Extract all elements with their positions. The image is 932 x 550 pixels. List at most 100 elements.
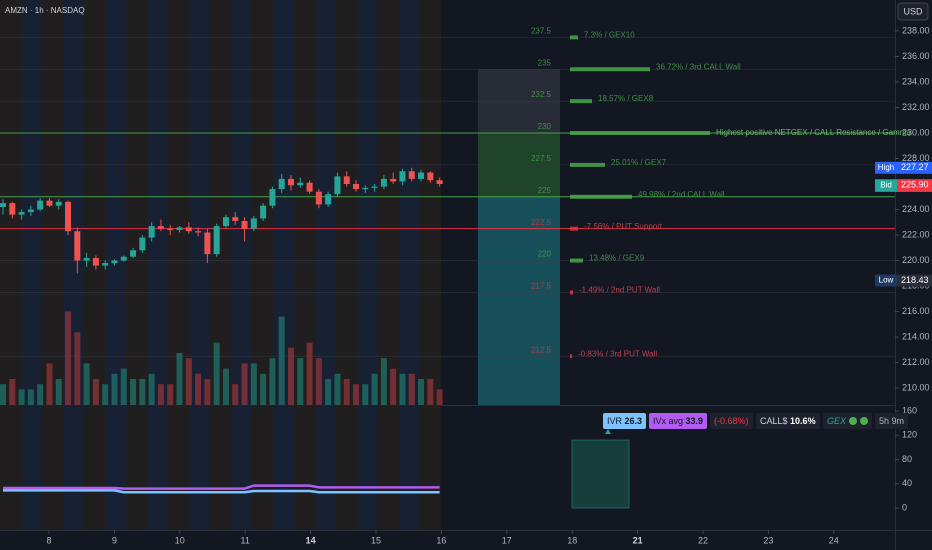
volume-bar: [222, 368, 229, 405]
candle-body: [55, 201, 62, 206]
session-stripe: [189, 0, 210, 530]
candle-body: [371, 186, 378, 188]
session-stripe: [168, 0, 189, 530]
stat-badge: GEX: [823, 413, 873, 429]
volume-bar: [380, 358, 387, 405]
volume-bar: [148, 373, 155, 405]
candle-body: [74, 231, 81, 261]
stat-badge: (-0.68%): [710, 413, 753, 429]
gex-bar: [570, 226, 578, 231]
candle-body: [390, 178, 397, 182]
volume-bar: [167, 384, 174, 405]
session-stripe: [63, 0, 84, 530]
volume-bar: [185, 358, 192, 405]
x-tick-label: 16: [436, 535, 446, 545]
y-tick-label: 230.00: [902, 127, 930, 137]
badge-name: High: [878, 163, 894, 172]
candle-body: [176, 227, 183, 230]
session-stripe: [0, 0, 21, 530]
volume-bar: [111, 373, 118, 405]
gex-zone: [478, 196, 560, 405]
candle-body: [325, 194, 332, 205]
volume-bar: [139, 379, 146, 405]
volume-bar: [399, 373, 406, 405]
gex-level-price: 235: [538, 58, 552, 67]
candle-body: [436, 180, 443, 185]
currency[interactable]: USD: [903, 6, 923, 16]
volume-bar: [250, 363, 257, 405]
candle-body: [111, 260, 118, 264]
y-tick-label: 216.00: [902, 306, 930, 316]
stat-label: GEX: [827, 416, 847, 426]
candle-body: [148, 226, 155, 238]
session-stripe: [420, 0, 441, 530]
gex-level-price: 237.5: [531, 26, 552, 35]
session-stripe: [42, 0, 63, 530]
volume-bar: [74, 332, 81, 405]
candle-body: [278, 178, 285, 190]
gex-level-price: 232.5: [531, 90, 552, 99]
x-tick-label: 9: [112, 535, 117, 545]
candle-body: [399, 171, 406, 182]
y-tick-label: 210.00: [902, 382, 930, 392]
price-badge: [897, 161, 932, 174]
gex-label: 13.48% / GEX9: [589, 254, 645, 263]
candle-body: [362, 187, 369, 190]
candle-body: [315, 191, 322, 205]
candle-body: [167, 228, 174, 230]
volume-bar: [176, 353, 183, 405]
gex-bar: [570, 67, 650, 72]
volume-bar: [334, 373, 341, 405]
x-tick-label: 17: [502, 535, 512, 545]
candle-body: [130, 250, 137, 257]
candle-body: [306, 182, 313, 192]
currency-button[interactable]: [897, 2, 929, 21]
volume-bar: [55, 379, 62, 405]
y-tick-label: 228.00: [902, 153, 930, 163]
gex-label: 18.57% / GEX8: [598, 94, 654, 103]
volume-bar: [390, 368, 397, 405]
x-tick-label: 14: [306, 535, 316, 545]
volume-bar: [287, 347, 294, 405]
candle-body: [418, 172, 425, 179]
x-tick-label: 11: [241, 535, 250, 545]
session-stripe: [294, 0, 315, 530]
candle-body: [408, 171, 415, 179]
stat-label: CALL$: [760, 416, 788, 426]
session-stripe: [126, 0, 147, 530]
volume-bar: [436, 389, 443, 405]
volume-bar: [157, 384, 164, 405]
session-stripe: [231, 0, 252, 530]
candle-body: [92, 257, 99, 266]
candle-body: [232, 217, 239, 221]
candle-body: [18, 212, 25, 215]
volume-bar: [325, 379, 332, 405]
stat-label: IVR: [607, 416, 623, 426]
volume-bar: [92, 379, 99, 405]
gex-label: 25.01% / GEX7: [611, 158, 667, 167]
candle-body: [427, 172, 434, 181]
candle-body: [260, 205, 267, 219]
y-tick-label: 224.00: [902, 204, 930, 214]
volume-bar: [408, 373, 415, 405]
y-tick-label: 214.00: [902, 331, 930, 341]
price-badge: [897, 274, 932, 287]
stat-badge: IVR 26.3: [603, 413, 647, 429]
candle-body: [83, 257, 90, 261]
stat-badge: 5h 9m: [875, 413, 909, 429]
stat-value: 33.9: [685, 416, 704, 426]
gex-bar: [570, 194, 632, 199]
volume-bar: [65, 311, 72, 405]
y-tick-label: 220.00: [902, 255, 930, 265]
candle-body: [334, 176, 341, 195]
candle-body: [185, 227, 192, 232]
stat-text: 5h 9m: [879, 416, 905, 426]
gex-level-price: 220: [538, 250, 552, 259]
y-tick-label: 0: [902, 502, 907, 512]
gex-level-price: 217.5: [531, 282, 552, 291]
candle-body: [37, 200, 44, 210]
candle-body: [297, 182, 304, 186]
x-tick-label: 21: [633, 535, 643, 545]
session-stripe: [252, 0, 273, 530]
